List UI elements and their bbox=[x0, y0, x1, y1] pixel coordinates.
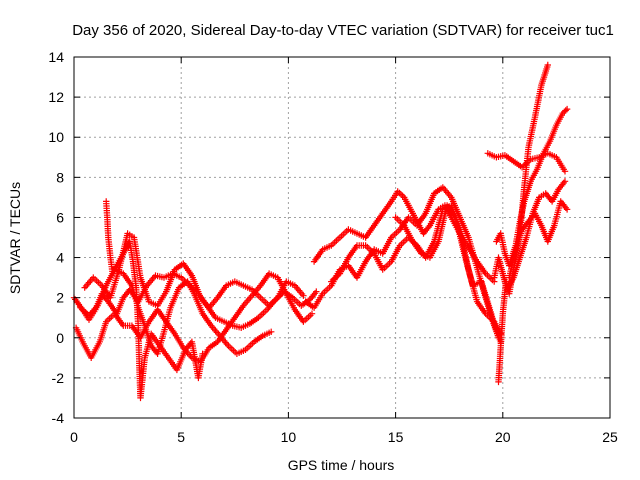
x-tick-label: 25 bbox=[602, 429, 618, 445]
y-tick-label: 6 bbox=[56, 209, 64, 225]
y-tick-label: 0 bbox=[56, 330, 64, 346]
x-tick-label: 10 bbox=[281, 429, 297, 445]
y-tick-label: -2 bbox=[52, 370, 65, 386]
x-tick-label: 20 bbox=[495, 429, 511, 445]
series-trace-9 bbox=[392, 202, 502, 341]
series-trace-2 bbox=[81, 230, 307, 311]
x-tick-label: 5 bbox=[177, 429, 185, 445]
series-trace-4 bbox=[77, 266, 275, 357]
series-trace-7 bbox=[302, 184, 504, 345]
x-tick-label: 0 bbox=[70, 429, 78, 445]
data-point-markers bbox=[77, 266, 275, 357]
y-tick-label: 12 bbox=[48, 89, 64, 105]
y-axis-ticks: -4 -2 0 2 4 6 8 10 12 14 bbox=[48, 49, 610, 426]
series-trace-14 bbox=[506, 198, 571, 281]
x-tick-label: 15 bbox=[388, 429, 404, 445]
plot-frame bbox=[73, 56, 611, 419]
series-trace-5 bbox=[103, 198, 206, 402]
data-point-markers bbox=[81, 230, 307, 311]
y-tick-label: 14 bbox=[48, 49, 64, 65]
x-axis-label: GPS time / hours bbox=[288, 457, 395, 473]
y-axis-label: SDTVAR / TECUs bbox=[7, 182, 23, 294]
data-point-markers bbox=[302, 184, 504, 345]
data-point-markers bbox=[506, 198, 571, 281]
y-tick-label: 2 bbox=[56, 290, 64, 306]
y-tick-label: 8 bbox=[56, 169, 64, 185]
x-axis-ticks: 0 5 10 15 20 25 bbox=[70, 57, 618, 445]
y-tick-label: 10 bbox=[48, 129, 64, 145]
chart-title: Day 356 of 2020, Sidereal Day-to-day VTE… bbox=[72, 22, 614, 39]
y-tick-label: 4 bbox=[56, 250, 64, 266]
data-point-markers bbox=[103, 198, 206, 402]
data-point-markers bbox=[392, 202, 502, 341]
y-tick-label: -4 bbox=[52, 410, 65, 426]
data-points bbox=[70, 61, 571, 402]
